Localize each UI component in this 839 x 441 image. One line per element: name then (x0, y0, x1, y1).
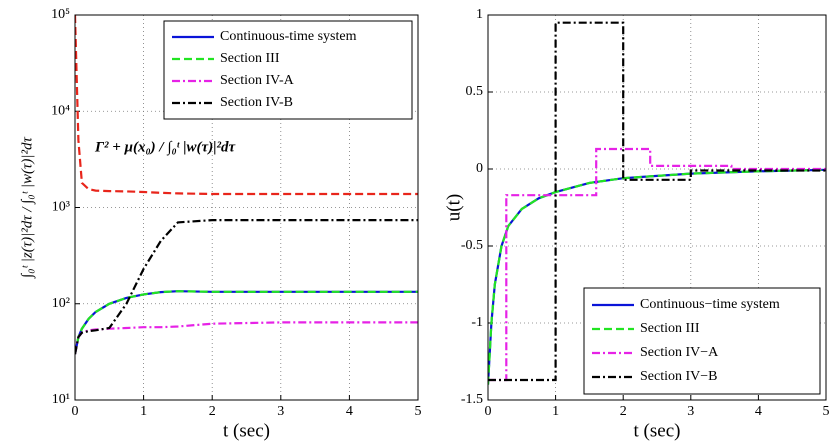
series-line (488, 147, 826, 382)
series-line (75, 321, 418, 355)
plot: 0 1 2 3 4 5 10¹ 10² 10³ 10⁴ 10⁵ t (sec) ∫₀ᵗ |z(τ)|²d… (19, 7, 421, 441)
legend-label: Section IV-A (220, 73, 295, 88)
x-tick-label: 1 (140, 404, 147, 419)
x-tick-label: 5 (415, 404, 422, 419)
x-tick-label: 2 (209, 404, 216, 419)
series-line (75, 290, 418, 355)
y-tick-label: 10² (52, 296, 70, 311)
legend-label: Section III (220, 51, 280, 66)
y-tick-label: 10⁵ (51, 7, 70, 22)
y-tick-label: -0.5 (461, 238, 483, 253)
plot: 0 1 2 3 4 5 -1.5 -1 -0.5 0 0.5 1 t (sec) u(t) Continuo… (443, 7, 829, 441)
legend: Continuous−time system Section III Section… (583, 287, 821, 395)
x-tick-label: 3 (277, 404, 284, 419)
axes-frame (487, 14, 827, 401)
y-tick-label: 1 (476, 7, 483, 22)
axes-frame (74, 14, 419, 401)
x-tick-label: 1 (552, 404, 559, 419)
x-tick-label: 2 (620, 404, 627, 419)
series-line (488, 168, 826, 385)
y-tick-label: 10⁴ (51, 103, 70, 118)
x-tick-label: 5 (823, 404, 830, 419)
y-tick-label: -1 (471, 315, 483, 330)
legend: Continuous-time system Section III Section… (163, 20, 413, 120)
legend-label: Section IV−A (640, 345, 719, 360)
y-axis-label: ∫₀ᵗ |z(τ)|²dτ / ∫₀ᵗ |w(τ)|²dτ (19, 137, 35, 279)
legend-label: Section III (640, 321, 700, 336)
legend-label: Section IV−B (640, 369, 718, 384)
x-tick-label: 4 (346, 404, 353, 419)
series-line (488, 21, 826, 382)
x-tick-label: 3 (687, 404, 694, 419)
y-tick-label: 10³ (52, 200, 70, 215)
annotation: Γ² + μ(x₀) / ∫₀ᵗ |w(τ)|²dτ (94, 139, 236, 155)
x-tick-label: 4 (755, 404, 762, 419)
legend-label: Section IV-B (220, 95, 293, 110)
series-line (75, 15, 418, 196)
y-tick-label: 0 (476, 161, 483, 176)
y-tick-label: 0.5 (466, 84, 484, 99)
y-tick-label: -1.5 (461, 392, 483, 407)
x-axis-label: t (sec) (634, 420, 681, 441)
legend-label: Continuous-time system (220, 29, 357, 44)
legend-label: Continuous−time system (640, 297, 780, 312)
y-axis-label: u(t) (443, 194, 464, 221)
x-tick-label: 0 (72, 404, 79, 419)
series-line (75, 219, 418, 355)
y-tick-label: 10¹ (52, 392, 70, 407)
x-tick-label: 0 (485, 404, 492, 419)
x-axis-label: t (sec) (223, 420, 270, 441)
